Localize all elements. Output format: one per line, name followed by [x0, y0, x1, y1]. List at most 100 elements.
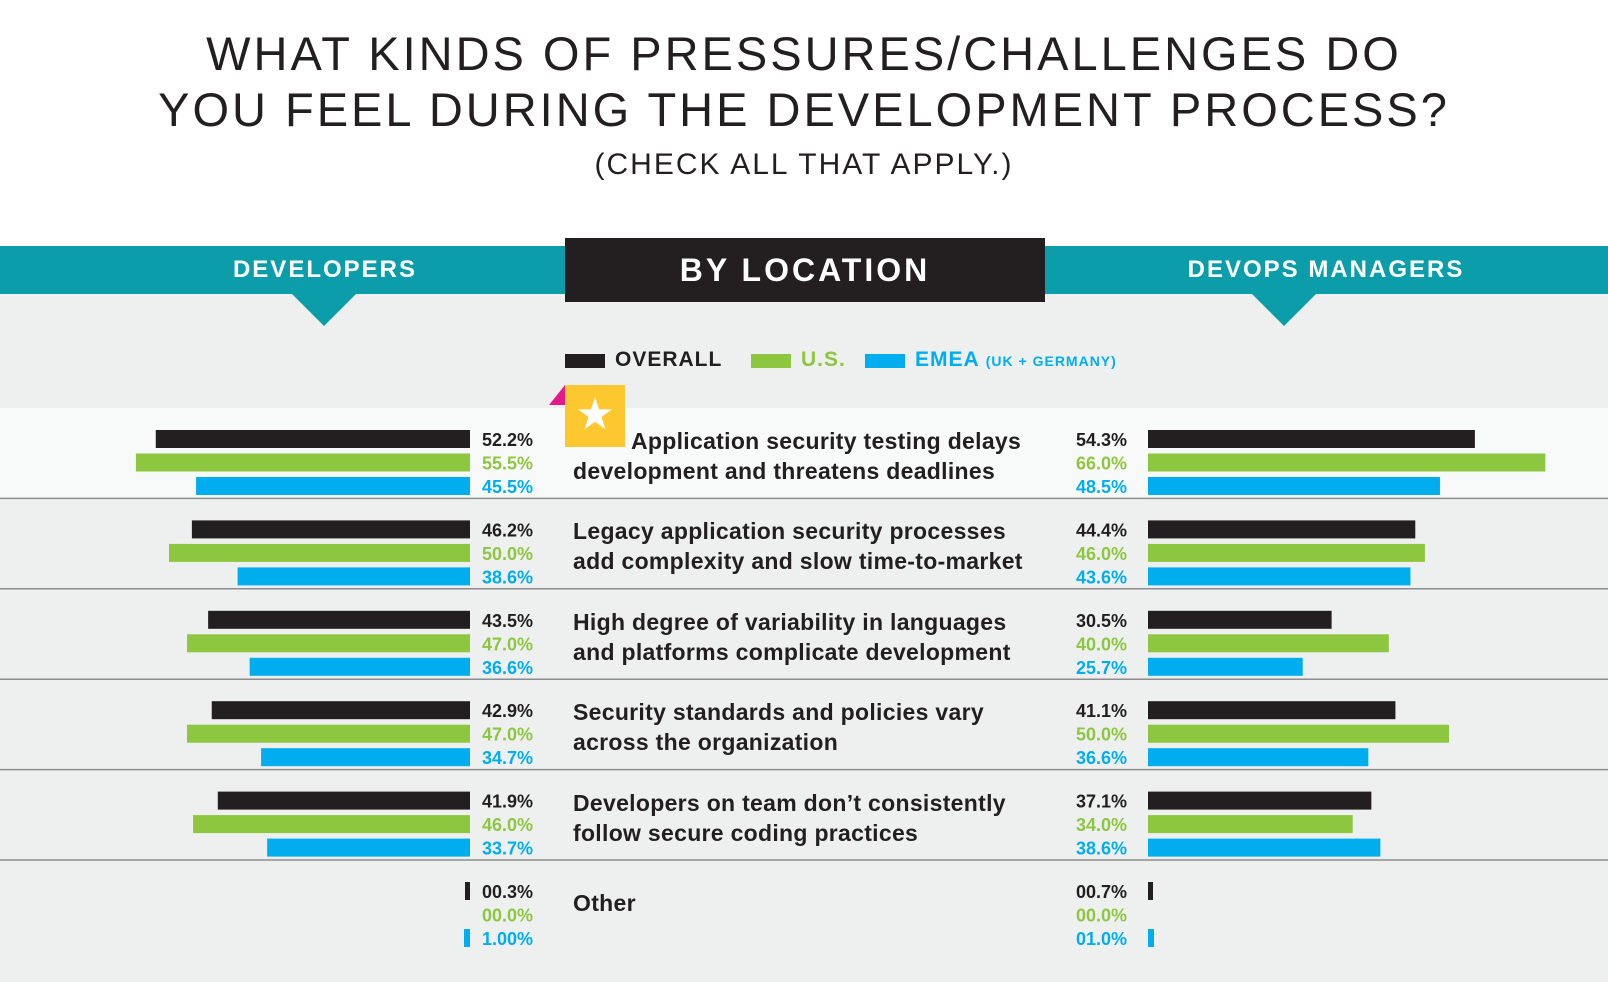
- bar-developers-emea: [261, 748, 470, 767]
- value-label-developers-us: 47.0%: [482, 725, 533, 745]
- legend-swatch-us: [751, 354, 791, 368]
- chart-subtitle: (CHECK ALL THAT APPLY.): [594, 148, 1014, 181]
- bar-developers-emea: [237, 567, 470, 586]
- value-label-devops-managers-overall: 41.1%: [1076, 701, 1127, 721]
- category-label: Security standards and policies vary acro…: [573, 697, 1073, 757]
- bar-devops-managers-us: [1148, 453, 1546, 472]
- legend-label-emea-sub: (UK + GERMANY): [985, 353, 1117, 369]
- bar-developers-emea: [196, 477, 470, 495]
- bar-developers-us: [187, 724, 470, 743]
- legend-label-overall: OVERALL: [615, 348, 723, 371]
- value-label-devops-managers-us: 46.0%: [1076, 544, 1127, 564]
- category-label-line: across the organization: [573, 729, 839, 756]
- bar-developers-emea: [267, 838, 470, 857]
- category-label-line: add complexity and slow time-to-market: [573, 548, 1023, 575]
- value-label-developers-overall: 42.9%: [482, 701, 533, 721]
- value-label-devops-managers-emea: 48.5%: [1076, 477, 1127, 497]
- value-label-developers-emea: 34.7%: [482, 748, 533, 768]
- title-line-1: WHAT KINDS OF PRESSURES/CHALLENGES DO: [206, 27, 1402, 80]
- value-label-developers-us: 50.0%: [482, 544, 533, 564]
- value-label-devops-managers-overall: 37.1%: [1076, 792, 1127, 812]
- category-label: Application security testing delays devel…: [573, 426, 1073, 486]
- developers-header: DEVELOPERS: [232, 256, 418, 283]
- bar-devops-managers-overall: [1148, 791, 1372, 810]
- legend-swatch-emea: [865, 354, 905, 368]
- bar-devops-managers-overall: [1148, 701, 1396, 720]
- bar-devops-managers-emea: [1148, 929, 1155, 947]
- value-label-devops-managers-emea: 36.6%: [1076, 748, 1127, 768]
- category-label-line: follow secure coding practices: [573, 819, 919, 846]
- category-label-line: and platforms complicate development: [573, 638, 1011, 665]
- bar-developers-overall: [191, 520, 470, 539]
- value-label-developers-emea: 36.6%: [482, 658, 533, 678]
- bar-devops-managers-us: [1148, 634, 1389, 653]
- category-label-line: Legacy application security processes: [573, 518, 1006, 545]
- legend-swatch-overall: [565, 354, 605, 368]
- value-label-devops-managers-us: 50.0%: [1076, 725, 1127, 745]
- devops-managers-pointer: [1252, 294, 1316, 326]
- category-label: Developers on team don’t consistently fol…: [573, 788, 1073, 848]
- category-label-line: Application security testing delays: [631, 428, 1022, 454]
- value-label-developers-overall: 43.5%: [482, 611, 533, 631]
- value-label-developers-emea: 45.5%: [482, 477, 533, 497]
- bar-devops-managers-overall: [1148, 520, 1416, 539]
- value-label-developers-us: 55.5%: [482, 454, 533, 474]
- bar-developers-emea: [249, 657, 470, 676]
- category-label-line: development and threatens deadlines: [573, 458, 996, 484]
- category-label-line: High degree of variability in languages: [573, 608, 1007, 635]
- bar-devops-managers-us: [1148, 543, 1425, 562]
- bar-devops-managers-us: [1148, 815, 1353, 834]
- bar-devops-managers-overall: [1148, 610, 1332, 629]
- value-label-devops-managers-us: 40.0%: [1076, 634, 1127, 654]
- bar-developers-overall: [211, 701, 470, 720]
- value-label-developers-overall: 00.3%: [482, 882, 533, 902]
- bar-developers-overall: [155, 430, 471, 448]
- bar-developers-overall: [208, 610, 470, 629]
- value-label-devops-managers-emea: 43.6%: [1076, 567, 1127, 587]
- bar-devops-managers-emea: [1148, 657, 1303, 676]
- value-label-developers-us: 00.0%: [482, 906, 533, 926]
- value-label-developers-us: 47.0%: [482, 634, 533, 654]
- bar-devops-managers-us: [1148, 724, 1449, 743]
- value-label-devops-managers-overall: 30.5%: [1076, 611, 1127, 631]
- bar-developers-us: [135, 453, 470, 472]
- bar-developers-us: [169, 543, 470, 562]
- title-line-2: YOU FEEL DURING THE DEVELOPMENT PROCESS?: [158, 83, 1450, 136]
- value-label-developers-emea: 33.7%: [482, 839, 533, 859]
- bar-devops-managers-emea: [1148, 567, 1411, 586]
- value-label-devops-managers-us: 34.0%: [1076, 815, 1127, 835]
- value-label-devops-managers-emea: 01.0%: [1076, 929, 1127, 949]
- value-label-developers-overall: 52.2%: [482, 430, 533, 450]
- value-label-developers-emea: 1.00%: [482, 929, 533, 949]
- value-label-devops-managers-us: 66.0%: [1076, 454, 1127, 474]
- value-label-devops-managers-emea: 25.7%: [1076, 658, 1127, 678]
- value-label-devops-managers-overall: 44.4%: [1076, 520, 1127, 540]
- category-label: Legacy application security processes add…: [573, 516, 1073, 576]
- value-label-developers-emea: 38.6%: [482, 567, 533, 587]
- bar-developers-overall: [217, 791, 470, 810]
- bar-developers-us: [187, 634, 470, 653]
- value-label-devops-managers-us: 00.0%: [1076, 906, 1127, 926]
- legend-label-us: U.S.: [801, 348, 846, 371]
- category-label: High degree of variability in languages a…: [573, 607, 1073, 667]
- bar-developers-emea: [463, 929, 470, 947]
- star-icon: ★: [575, 390, 615, 439]
- value-label-devops-managers-overall: 00.7%: [1076, 882, 1127, 902]
- bar-devops-managers-overall: [1148, 882, 1153, 900]
- value-label-developers-overall: 41.9%: [482, 792, 533, 812]
- legend-label-emea-main: EMEA: [915, 348, 979, 371]
- category-label-line: Developers on team don’t consistently: [573, 789, 1006, 816]
- bar-devops-managers-emea: [1148, 748, 1369, 767]
- value-label-developers-overall: 46.2%: [482, 520, 533, 540]
- developers-pointer: [292, 294, 356, 326]
- category-label-line: Security standards and policies vary: [573, 699, 984, 726]
- highlight-badge: ★: [565, 385, 625, 447]
- highlight-flag: [549, 385, 565, 405]
- category-label-line: Other: [573, 890, 636, 916]
- bar-devops-managers-overall: [1148, 430, 1475, 448]
- legend-label-emea: EMEA (UK + GERMANY): [915, 346, 1117, 375]
- chart-title: WHAT KINDS OF PRESSURES/CHALLENGES DO YO…: [0, 26, 1608, 138]
- value-label-devops-managers-overall: 54.3%: [1076, 430, 1127, 450]
- devops-managers-header: DEVOPS MANAGERS: [1187, 256, 1465, 283]
